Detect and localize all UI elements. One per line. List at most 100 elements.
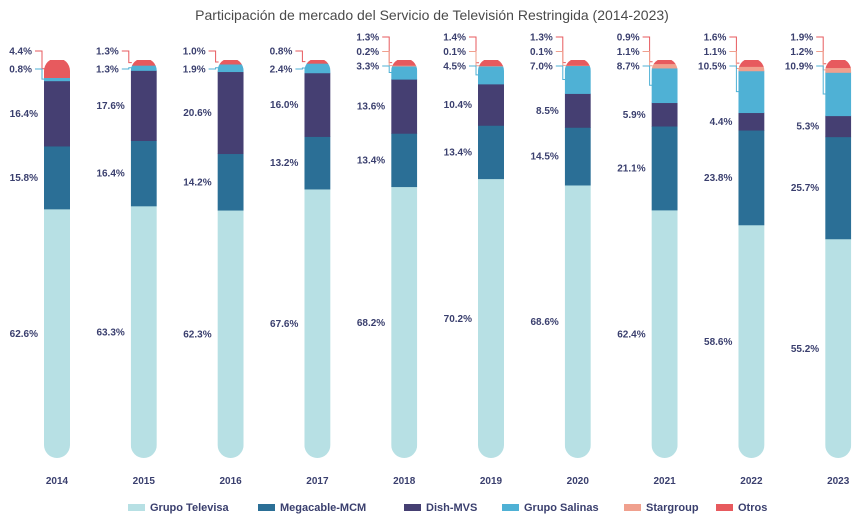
bar-segment-grupo-televisa-2020	[564, 184, 591, 458]
label-megacable-mcm-2023-text: 25.7%	[791, 183, 819, 194]
bar-segment-megacable-mcm-2016	[217, 153, 244, 211]
label-megacable-mcm-2020-text: 14.5%	[530, 152, 558, 163]
bar-segment-grupo-televisa-2018	[391, 186, 418, 458]
bar-segment-megacable-mcm-2015	[130, 140, 157, 207]
leader-line-grupo-salinas-2017	[295, 67, 306, 70]
legend-item-dish-mvs: Dish-MVS	[404, 502, 477, 514]
label-otros-2015: 1.3%	[91, 44, 122, 58]
label-dish-mvs-2014-text: 16.4%	[10, 109, 38, 120]
label-megacable-mcm-2016-text: 14.2%	[183, 177, 211, 188]
label-grupo-salinas-2016: 1.9%	[177, 62, 209, 76]
bar-segment-grupo-salinas-2014	[44, 77, 70, 82]
bar-segment-otros-2018	[391, 60, 418, 66]
legend-swatch-stargroup	[624, 504, 641, 511]
label-grupo-salinas-2014-text: 0.8%	[9, 65, 32, 76]
year-labels-group: 2014 2015 2016 2017 2018 2019 2020 2021 2022 2023	[46, 476, 850, 487]
label-otros-2019-text: 1.4%	[443, 33, 466, 44]
leader-line-grupo-salinas-2019	[469, 65, 479, 76]
label-dish-mvs-2015-text: 17.6%	[96, 101, 124, 112]
label-megacable-mcm-2017-text: 13.2%	[270, 158, 298, 169]
leader-line-grupo-salinas-2022	[729, 65, 740, 93]
label-grupo-televisa-2023-text: 55.2%	[791, 344, 819, 355]
bar-segment-stargroup-2021	[651, 63, 678, 69]
bar-segment-grupo-televisa-2016	[217, 210, 244, 458]
bar-segment-megacable-mcm-2018	[391, 133, 418, 188]
bar-segment-dish-mvs-2015	[130, 70, 157, 141]
leader-line-stargroup-2023	[816, 51, 827, 71]
label-grupo-televisa-2023: 55.2%	[785, 341, 823, 356]
label-grupo-televisa-2019: 70.2%	[438, 311, 475, 326]
label-grupo-salinas-2019-text: 4.5%	[443, 62, 466, 73]
label-grupo-salinas-2022: 10.5%	[692, 59, 730, 73]
label-stargroup-2023-text: 1.2%	[790, 47, 813, 58]
label-megacable-mcm-2021-text: 21.1%	[617, 163, 645, 174]
bar-segment-megacable-mcm-2021	[651, 126, 678, 211]
leader-line-otros-2023	[816, 36, 827, 65]
legend-swatch-dish-mvs	[404, 504, 421, 511]
bar-segment-otros-2016	[217, 60, 244, 65]
label-grupo-televisa-2015-text: 63.3%	[96, 327, 124, 338]
label-grupo-televisa-2014-text: 62.6%	[10, 329, 38, 340]
label-megacable-mcm-2022-text: 23.8%	[704, 173, 732, 184]
leader-line-stargroup-2019	[469, 51, 479, 67]
bar-segment-dish-mvs-2016	[217, 71, 244, 155]
bar-segment-stargroup-2023	[825, 67, 852, 73]
label-dish-mvs-2020: 8.5%	[531, 103, 562, 118]
label-dish-mvs-2023: 5.3%	[791, 119, 823, 134]
legend-swatch-grupo-televisa	[128, 504, 145, 511]
bar-segment-grupo-salinas-2019	[478, 65, 504, 85]
leader-line-grupo-salinas-2015	[121, 67, 132, 70]
label-otros-2020-text: 1.3%	[530, 33, 553, 44]
label-dish-mvs-2021-text: 5.9%	[623, 110, 646, 121]
bar-segment-otros-2023	[825, 60, 852, 69]
label-grupo-salinas-2018: 3.3%	[351, 59, 383, 73]
label-grupo-salinas-2020: 7.0%	[525, 59, 556, 73]
label-dish-mvs-2018-text: 13.6%	[357, 102, 385, 113]
bar-segment-dish-mvs-2014	[44, 80, 70, 147]
x-tick-label-2019: 2019	[480, 476, 503, 487]
leader-line-otros-2022	[729, 36, 740, 64]
label-dish-mvs-2023-text: 5.3%	[796, 122, 819, 133]
label-grupo-salinas-2017: 2.4%	[264, 62, 296, 76]
leader-line-grupo-salinas-2020	[555, 65, 566, 81]
leader-line-grupo-salinas-2018	[382, 65, 393, 74]
bar-segment-dish-mvs-2023	[825, 115, 852, 138]
bar-segment-stargroup-2022	[738, 66, 765, 72]
label-megacable-mcm-2014-text: 15.8%	[10, 173, 38, 184]
leader-line-stargroup-2020	[555, 51, 566, 66]
leader-line-otros-2016	[208, 50, 219, 63]
label-stargroup-2022: 1.1%	[698, 44, 730, 59]
label-grupo-salinas-2016-text: 1.9%	[183, 65, 206, 76]
label-grupo-televisa-2017: 67.6%	[264, 316, 302, 331]
label-otros-2018: 1.3%	[351, 30, 383, 44]
bar-segment-grupo-televisa-2023	[825, 238, 852, 458]
bar-segment-grupo-salinas-2021	[651, 67, 678, 104]
label-dish-mvs-2020-text: 8.5%	[536, 106, 559, 117]
label-dish-mvs-2019: 10.4%	[438, 97, 475, 112]
leader-line-stargroup-2022	[729, 51, 740, 70]
bar-segment-otros-2020	[564, 60, 591, 66]
label-grupo-televisa-2021-text: 62.4%	[617, 329, 645, 340]
bar-segment-dish-mvs-2019	[478, 83, 504, 126]
legend-swatch-megacable-mcm	[258, 504, 275, 511]
label-otros-2014: 4.4%	[4, 44, 35, 58]
x-tick-label-2018: 2018	[393, 476, 416, 487]
bar-segment-grupo-televisa-2015	[130, 205, 157, 458]
label-grupo-salinas-2021-text: 8.7%	[617, 62, 640, 73]
label-grupo-salinas-2023: 10.9%	[779, 59, 817, 73]
label-otros-2018-text: 1.3%	[356, 33, 379, 44]
label-megacable-mcm-2015: 16.4%	[90, 166, 128, 181]
bar-segment-otros-2021	[651, 60, 678, 65]
x-tick-label-2020: 2020	[567, 476, 590, 487]
legend-label-grupo-salinas: Grupo Salinas	[524, 502, 599, 514]
label-grupo-salinas-2023-text: 10.9%	[785, 62, 813, 73]
label-dish-mvs-2016-text: 20.6%	[183, 108, 211, 119]
label-megacable-mcm-2019-text: 13.4%	[444, 147, 472, 158]
leader-line-otros-2020	[555, 36, 566, 64]
label-grupo-televisa-2016-text: 62.3%	[183, 330, 211, 341]
label-stargroup-2023: 1.2%	[785, 44, 817, 59]
label-grupo-televisa-2015: 63.3%	[90, 324, 128, 339]
label-grupo-salinas-2022-text: 10.5%	[698, 62, 726, 73]
leader-line-otros-2019	[469, 36, 479, 64]
label-otros-2015-text: 1.3%	[96, 47, 119, 58]
